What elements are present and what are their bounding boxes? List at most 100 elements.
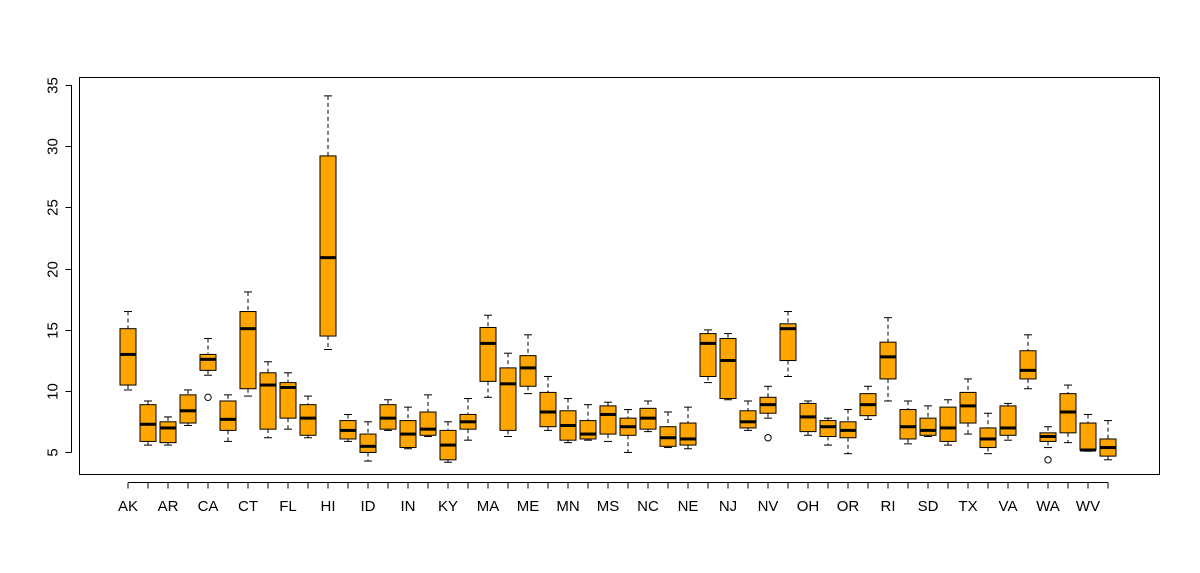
box-body [199, 353, 217, 371]
box-nj [719, 333, 737, 401]
x-tick-label: AK [118, 498, 138, 515]
outlier-point [204, 393, 212, 402]
box-wv [1079, 413, 1097, 452]
box-nc [639, 400, 657, 433]
box-wa [1039, 426, 1057, 464]
x-tick-label: SD [918, 498, 939, 515]
box-body [499, 367, 517, 431]
box-body [879, 341, 897, 380]
box-body [419, 411, 437, 436]
box-body [779, 323, 797, 362]
box-unlabeled-35 [819, 417, 837, 446]
box-unlabeled-37 [859, 385, 877, 420]
box-id [359, 421, 377, 462]
box-tx [959, 378, 977, 435]
box-body [679, 422, 697, 446]
x-tick-label: NE [678, 498, 699, 515]
box-body [299, 404, 317, 436]
box-body [919, 417, 937, 436]
box-unlabeled-29 [699, 329, 717, 384]
x-tick-label: CT [238, 498, 258, 515]
x-axis: AK AR CA CT FL HI ID IN KY MA ME MN MS NC NE NJ NV OH OR RI… [118, 482, 1109, 515]
x-tick-label: NV [758, 498, 779, 515]
box-body [599, 405, 617, 435]
box-body [319, 155, 337, 337]
outlier-point [1044, 456, 1052, 464]
box-unlabeled-1 [139, 400, 157, 446]
x-tick-label: OH [797, 498, 820, 515]
box-unlabeled-9 [299, 395, 317, 439]
box-fl [279, 372, 297, 430]
box-or [839, 409, 857, 455]
box-body [279, 382, 297, 419]
x-tick-label: NC [637, 498, 659, 515]
x-tick-label: MS [597, 498, 620, 515]
box-body [179, 394, 197, 424]
box-unlabeled-17 [459, 398, 477, 441]
outlier-point [764, 434, 772, 442]
plot-frame [79, 77, 1160, 475]
x-tick-label: CA [198, 498, 219, 515]
box-unlabeled-15 [419, 394, 437, 438]
box-body [719, 337, 737, 400]
box-ms [599, 401, 617, 442]
x-tick-label: VA [999, 498, 1018, 515]
box-unlabeled-13 [379, 399, 397, 431]
box-ak [119, 311, 137, 391]
x-tick-label: NJ [719, 498, 737, 515]
y-tick-label: 35 [44, 77, 61, 94]
x-tick-label: IN [401, 498, 416, 515]
x-tick-label: ME [517, 498, 540, 515]
box-body [579, 420, 597, 440]
x-tick-label: MA [477, 498, 500, 515]
box-unlabeled-11 [339, 413, 357, 442]
box-unlabeled-23 [579, 404, 597, 441]
x-tick-label: TX [958, 498, 977, 515]
x-tick-label: MN [556, 498, 579, 515]
x-tick-label: ID [361, 498, 376, 515]
box-body [259, 372, 277, 430]
box-unlabeled-25 [619, 409, 637, 453]
x-tick-label: AR [158, 498, 179, 515]
box-unlabeled-45 [1019, 334, 1037, 390]
box-oh [799, 400, 817, 436]
box-nv [759, 385, 777, 442]
x-tick-label: RI [881, 498, 896, 515]
box-body [519, 355, 537, 387]
box-unlabeled-7 [259, 361, 277, 439]
box-ct [239, 291, 257, 397]
box-sd [919, 405, 937, 438]
box-mn [559, 398, 577, 444]
box-unlabeled-5 [219, 394, 237, 442]
y-tick-label: 10 [44, 383, 61, 400]
y-tick-label: 25 [44, 199, 61, 216]
y-axis: 5 10 15 20 25 30 35 [44, 77, 72, 457]
x-tick-label: HI [321, 498, 336, 515]
box-body [1019, 350, 1037, 380]
box-body [119, 328, 137, 386]
box-unlabeled-41 [939, 399, 957, 446]
x-tick-label: KY [438, 498, 458, 515]
box-unlabeled-19 [499, 352, 517, 438]
box-in [399, 406, 417, 450]
box-unlabeled-21 [539, 375, 557, 431]
box-unlabeled-39 [899, 400, 917, 445]
box-body [939, 406, 957, 442]
box-unlabeled-27 [659, 411, 677, 449]
box-ky [439, 421, 457, 463]
box-unlabeled-43 [979, 412, 997, 455]
box-body [479, 326, 497, 382]
box-ar [159, 416, 177, 446]
box-body [699, 333, 717, 377]
y-tick-label: 15 [44, 322, 61, 339]
box-body [239, 311, 257, 390]
x-tick-label: OR [837, 498, 860, 515]
box-body [539, 391, 557, 428]
box-body [359, 433, 377, 453]
box-unlabeled-3 [179, 389, 197, 426]
box-me [519, 334, 537, 395]
y-tick-label: 30 [44, 138, 61, 155]
x-tick-label: WA [1036, 498, 1060, 515]
box-body [999, 405, 1017, 436]
